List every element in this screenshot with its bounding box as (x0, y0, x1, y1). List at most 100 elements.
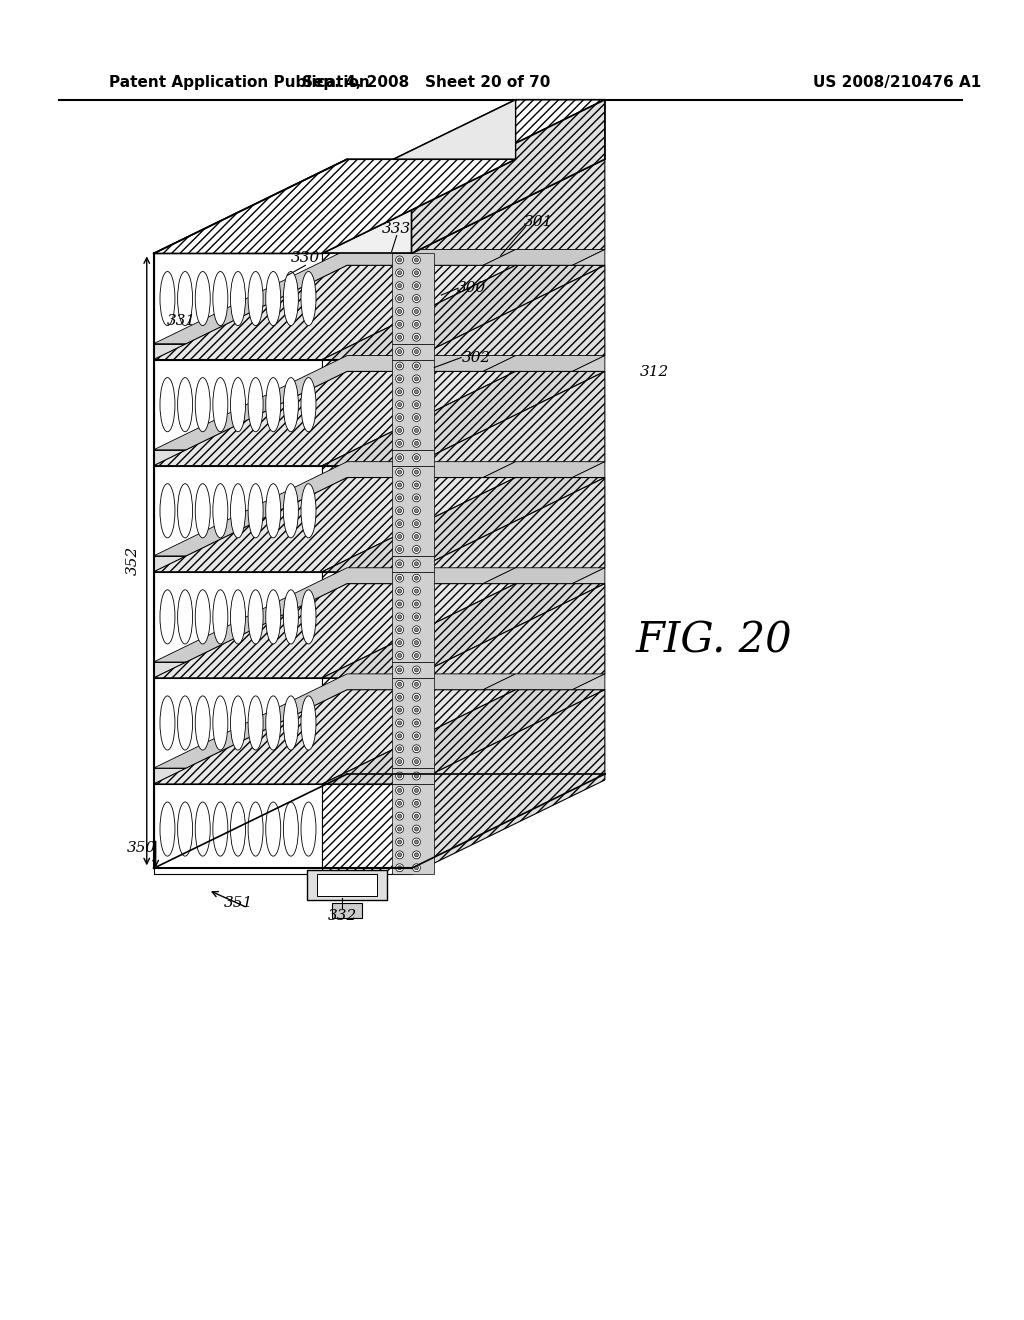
Circle shape (413, 744, 421, 752)
Circle shape (413, 719, 421, 727)
Circle shape (415, 828, 419, 832)
Text: 331: 331 (167, 314, 196, 327)
Polygon shape (323, 194, 412, 253)
Circle shape (413, 494, 421, 502)
Circle shape (395, 612, 403, 620)
Polygon shape (154, 678, 323, 768)
Polygon shape (412, 100, 605, 253)
Circle shape (397, 866, 401, 870)
Ellipse shape (230, 696, 246, 750)
Circle shape (395, 719, 403, 727)
Ellipse shape (248, 590, 263, 644)
Circle shape (413, 308, 421, 315)
Circle shape (415, 759, 419, 764)
Ellipse shape (284, 272, 298, 326)
Ellipse shape (177, 696, 193, 750)
Text: 350: 350 (127, 841, 157, 855)
Ellipse shape (266, 378, 281, 432)
Circle shape (397, 774, 401, 777)
Circle shape (415, 378, 419, 381)
Ellipse shape (301, 378, 316, 432)
Circle shape (415, 840, 419, 843)
Ellipse shape (177, 590, 193, 644)
Ellipse shape (196, 272, 210, 326)
Polygon shape (323, 100, 605, 194)
Polygon shape (323, 466, 412, 556)
Circle shape (395, 454, 403, 462)
Circle shape (415, 640, 419, 644)
Circle shape (413, 480, 421, 488)
Circle shape (397, 441, 401, 445)
Circle shape (397, 628, 401, 632)
Circle shape (413, 851, 421, 859)
Circle shape (397, 309, 401, 313)
Circle shape (415, 801, 419, 805)
Text: 352: 352 (126, 546, 140, 576)
Circle shape (397, 548, 401, 552)
Circle shape (415, 335, 419, 339)
Ellipse shape (248, 272, 263, 326)
Polygon shape (154, 462, 516, 556)
Polygon shape (154, 784, 323, 874)
Ellipse shape (196, 483, 210, 537)
Polygon shape (154, 343, 323, 359)
Circle shape (395, 851, 403, 859)
Circle shape (415, 508, 419, 512)
Polygon shape (391, 253, 434, 343)
Polygon shape (412, 478, 605, 663)
Circle shape (415, 747, 419, 751)
Ellipse shape (196, 590, 210, 644)
Circle shape (397, 615, 401, 619)
Ellipse shape (177, 378, 193, 432)
Polygon shape (154, 160, 516, 253)
Circle shape (413, 812, 421, 820)
Circle shape (395, 626, 403, 634)
Circle shape (413, 388, 421, 396)
Polygon shape (154, 160, 516, 253)
Polygon shape (391, 343, 434, 359)
Polygon shape (412, 100, 605, 253)
Polygon shape (412, 249, 605, 359)
Circle shape (395, 772, 403, 780)
Circle shape (397, 297, 401, 301)
Circle shape (413, 426, 421, 434)
Circle shape (395, 545, 403, 553)
Polygon shape (391, 572, 434, 663)
Circle shape (395, 574, 403, 582)
Circle shape (415, 483, 419, 487)
Circle shape (395, 269, 403, 277)
Circle shape (415, 455, 419, 459)
Circle shape (395, 812, 403, 820)
Polygon shape (323, 678, 412, 768)
Circle shape (415, 548, 419, 552)
Circle shape (397, 364, 401, 368)
Polygon shape (154, 355, 516, 450)
Ellipse shape (177, 272, 193, 326)
Circle shape (397, 496, 401, 500)
Circle shape (413, 269, 421, 277)
Text: 330: 330 (291, 251, 321, 265)
Ellipse shape (230, 803, 246, 857)
Polygon shape (412, 583, 605, 768)
Circle shape (395, 469, 403, 477)
Circle shape (413, 560, 421, 568)
Circle shape (415, 271, 419, 275)
Text: 300: 300 (457, 281, 485, 296)
Ellipse shape (160, 272, 175, 326)
Circle shape (413, 706, 421, 714)
Circle shape (415, 297, 419, 301)
Text: Patent Application Publication: Patent Application Publication (110, 75, 370, 90)
Circle shape (415, 602, 419, 606)
Circle shape (413, 413, 421, 421)
Polygon shape (412, 265, 605, 450)
Circle shape (395, 333, 403, 341)
Circle shape (395, 494, 403, 502)
Ellipse shape (230, 590, 246, 644)
Circle shape (395, 440, 403, 447)
Circle shape (413, 772, 421, 780)
Ellipse shape (284, 590, 298, 644)
Polygon shape (154, 253, 323, 343)
Circle shape (395, 601, 403, 609)
Circle shape (397, 788, 401, 792)
Circle shape (415, 521, 419, 525)
